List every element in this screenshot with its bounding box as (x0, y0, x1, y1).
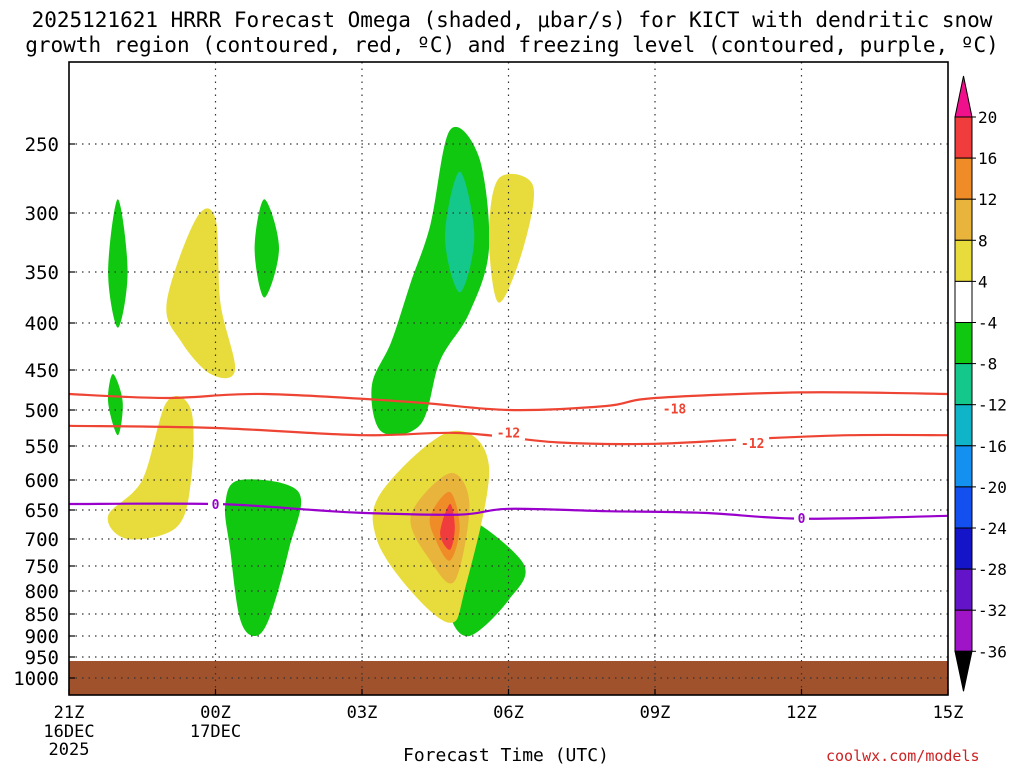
x-tick-label-15Z: 15Z (933, 703, 964, 723)
omega-region-3-bin-neg8 (371, 126, 490, 436)
y-tick-label-300: 300 (25, 203, 59, 225)
y-tick-label-400: 400 (25, 313, 59, 335)
omega-region-7-bin-4 (166, 208, 236, 379)
contour-layer: -18 -12 -12 0 0 (68, 391, 949, 527)
chart-title-line1: 2025121621 HRRR Forecast Omega (shaded, … (31, 8, 993, 32)
omega-region-4-bin-neg12 (445, 171, 475, 293)
colorbar-bin-11 (954, 568, 973, 611)
contour-label-bg-1 (492, 424, 525, 441)
y-tick-label-250: 250 (25, 134, 59, 156)
colorbar-bin-1 (954, 157, 973, 200)
y-tick-label-800: 800 (25, 581, 59, 603)
x-tick-label-21Z: 21Z (54, 703, 85, 723)
y-tick-label-350: 350 (25, 262, 59, 284)
colorbar-label-0: 20 (978, 108, 997, 127)
credit-link[interactable]: coolwx.com/models (826, 747, 980, 765)
colorbar-label-1: 16 (978, 149, 997, 168)
contour-label-2: -12 (741, 437, 764, 452)
colorbar-label-2: 12 (978, 190, 997, 209)
contour-label-3: 0 (212, 498, 220, 513)
contour-label-bg-3 (208, 496, 223, 512)
x-tick-date-00Z: 17DEC (190, 722, 241, 742)
contour-label-1: -12 (497, 426, 520, 441)
y-tick-label-1000: 1000 (13, 668, 59, 690)
colorbar-bin-4 (954, 280, 973, 323)
omega-shading-layer (107, 126, 535, 637)
contour-label-bg-2 (736, 435, 770, 452)
colorbar-bin-0 (954, 116, 973, 159)
x-tick-label-09Z: 09Z (640, 703, 671, 723)
y-tick-label-850: 850 (25, 604, 59, 626)
omega-region-5-bin-neg8 (224, 479, 302, 636)
colorbar-label-5: -4 (978, 314, 997, 333)
colorbar-bin-8 (954, 445, 973, 488)
y-tick-label-900: 900 (25, 626, 59, 648)
axes-layer: 2503003504004505005506006507007508008509… (13, 61, 964, 760)
colorbar-label-6: -8 (978, 355, 997, 374)
omega-region-1-bin-neg8 (107, 374, 123, 436)
colorbar-bin-6 (954, 363, 973, 406)
colorbar-label-8: -16 (978, 437, 1007, 456)
colorbar-bin-10 (954, 527, 973, 570)
colorbar-label-12: -32 (978, 601, 1007, 620)
colorbar-bin-12 (954, 609, 973, 652)
colorbar-arrow-bottom (954, 650, 973, 692)
colorbar-label-13: -36 (978, 642, 1007, 661)
x-tick-year-21Z: 2025 (49, 740, 90, 760)
y-tick-label-600: 600 (25, 470, 59, 492)
colorbar-label-3: 8 (978, 231, 988, 250)
colorbar-bin-3 (954, 239, 973, 282)
colorbar-label-9: -20 (978, 478, 1007, 497)
colorbar: 20 16 12 8 4 -4 -8 -12 -16 -20 -24 -28 -32 -36 (954, 75, 1007, 692)
colorbar-label-10: -24 (978, 519, 1007, 538)
y-tick-label-450: 450 (25, 360, 59, 382)
contour-dendritic-upper (68, 391, 949, 412)
chart-title-line2: growth region (contoured, red, ºC) and f… (25, 33, 999, 57)
omega-region-0-bin-neg8 (108, 199, 128, 328)
contour-label-bg-0 (658, 400, 692, 417)
y-tick-label-950: 950 (25, 647, 59, 669)
contour-freezing-level (68, 502, 949, 520)
contour-label-4: 0 (798, 512, 806, 527)
contour-label-0: -18 (663, 402, 687, 417)
x-tick-label-00Z: 00Z (200, 703, 231, 723)
x-tick-label-06Z: 06Z (493, 703, 524, 723)
colorbar-bin-2 (954, 198, 973, 241)
contour-dendritic-lower (68, 424, 949, 446)
y-tick-label-550: 550 (25, 436, 59, 458)
colorbar-arrow-top (954, 75, 973, 118)
omega-region-8-bin-4 (489, 173, 535, 303)
x-tick-label-03Z: 03Z (347, 703, 378, 723)
y-tick-label-500: 500 (25, 400, 59, 422)
y-tick-label-650: 650 (25, 500, 59, 522)
colorbar-bin-9 (954, 486, 973, 529)
omega-region-2-bin-neg8 (254, 199, 279, 298)
colorbar-bin-7 (954, 404, 973, 447)
colorbar-bin-5 (954, 322, 973, 365)
colorbar-label-7: -12 (978, 396, 1007, 415)
colorbar-label-4: 4 (978, 272, 988, 291)
y-tick-label-750: 750 (25, 556, 59, 578)
contour-label-bg-4 (794, 510, 809, 527)
colorbar-label-11: -28 (978, 560, 1007, 579)
y-tick-label-700: 700 (25, 529, 59, 551)
x-tick-date-21Z: 16DEC (43, 722, 94, 742)
x-tick-label-12Z: 12Z (786, 703, 817, 723)
grid-layer (69, 62, 948, 695)
x-axis-label: Forecast Time (UTC) (403, 745, 609, 766)
